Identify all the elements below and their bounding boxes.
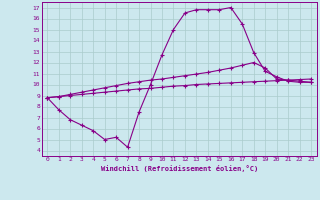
X-axis label: Windchill (Refroidissement éolien,°C): Windchill (Refroidissement éolien,°C) [100,165,258,172]
